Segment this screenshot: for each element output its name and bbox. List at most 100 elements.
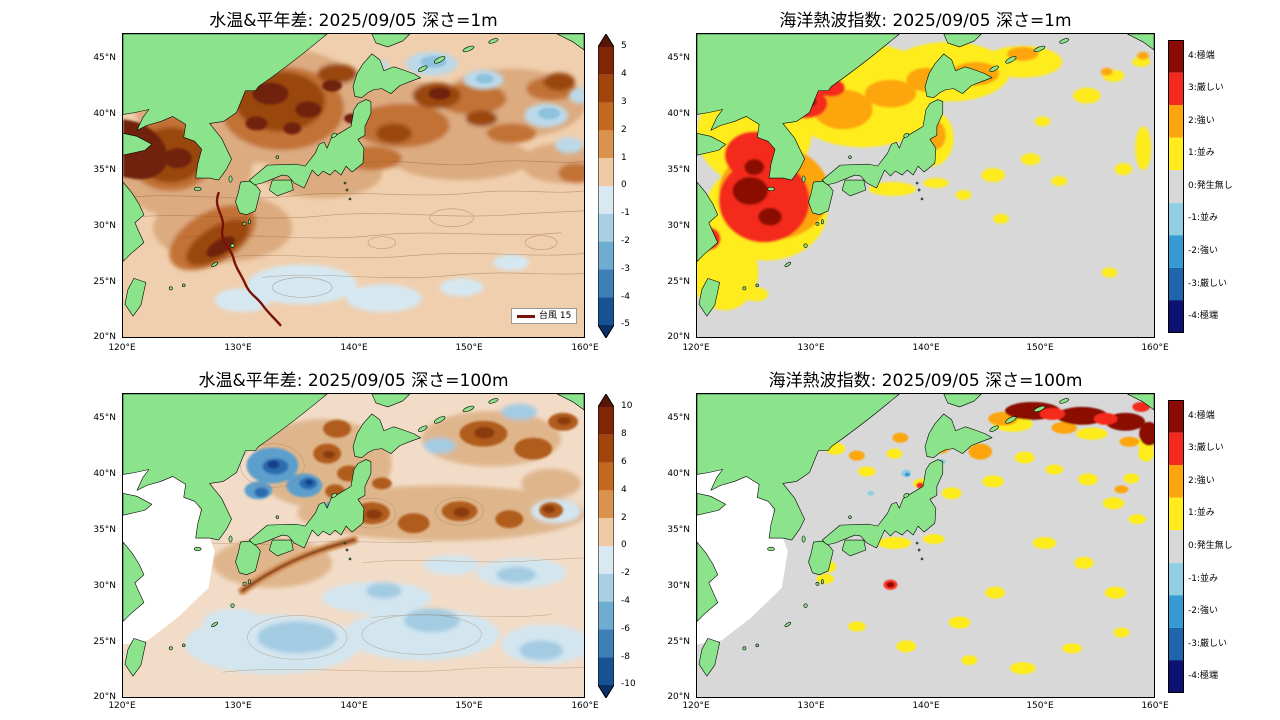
cb-tick: 8 — [621, 429, 627, 439]
lat-tick: 35°N — [667, 525, 690, 535]
lon-tick: 120°E — [108, 343, 136, 353]
colorbar-mhw-100m — [1168, 400, 1184, 693]
cb-tick: -10 — [621, 679, 636, 689]
mhw-100m-svg — [697, 394, 1154, 697]
cb-tick: 0 — [621, 540, 627, 550]
lat-tick: 20°N — [667, 332, 690, 342]
lat-tick: 45°N — [667, 413, 690, 423]
lat-tick: 45°N — [93, 53, 116, 63]
cb-label: -4:極端 — [1188, 311, 1219, 321]
cb-tick: -5 — [621, 319, 630, 329]
mhw-1m-svg — [697, 34, 1154, 337]
typhoon-legend: 台風 15 — [511, 308, 578, 324]
map-sst-anomaly-100m — [122, 393, 585, 698]
cb-label: 0:発生無し — [1188, 181, 1233, 191]
lat-tick: 40°N — [667, 109, 690, 119]
lat-tick: 30°N — [93, 221, 116, 231]
cb-label: 4:極端 — [1188, 411, 1215, 421]
lat-tick: 35°N — [93, 165, 116, 175]
lon-tick: 140°E — [912, 343, 940, 353]
lat-tick: 25°N — [93, 637, 116, 647]
lat-tick: 45°N — [93, 413, 116, 423]
lon-tick: 160°E — [571, 343, 599, 353]
lon-tick: 130°E — [224, 343, 252, 353]
cb-tick: 4 — [621, 485, 627, 495]
panel-title-sst-1m: 水温&平年差: 2025/09/05 深さ=1m — [209, 11, 498, 31]
lat-tick: 30°N — [667, 221, 690, 231]
typhoon-track — [215, 191, 282, 327]
colorbar-mhw-1m — [1168, 40, 1184, 333]
cb-tick: -4 — [621, 292, 630, 302]
lat-tick: 35°N — [667, 165, 690, 175]
cb-tick: 5 — [621, 41, 627, 51]
lat-tick: 25°N — [667, 637, 690, 647]
cb-label: -3:厳しい — [1188, 279, 1228, 289]
map-mhw-1m — [696, 33, 1155, 338]
cb-tick: -3 — [621, 264, 630, 274]
map-mhw-100m — [696, 393, 1155, 698]
cb-tick: -2 — [621, 568, 630, 578]
cb-label: 2:強い — [1188, 476, 1215, 486]
cb-tick: -2 — [621, 236, 630, 246]
cb-label: 3:厳しい — [1188, 443, 1224, 453]
cb-label: -1:並み — [1188, 213, 1219, 223]
lon-tick: 120°E — [682, 701, 710, 711]
lat-tick: 30°N — [93, 581, 116, 591]
cb-label: 3:厳しい — [1188, 83, 1224, 93]
panel-title-mhw-100m: 海洋熱波指数: 2025/09/05 深さ=100m — [768, 371, 1083, 391]
lon-tick: 130°E — [224, 701, 252, 711]
map-sst-anomaly-1m: 台風 15 — [122, 33, 585, 338]
cb-tick: -6 — [621, 624, 630, 634]
lon-tick: 150°E — [1026, 343, 1054, 353]
lon-tick: 140°E — [340, 343, 368, 353]
contour-lines — [123, 160, 584, 298]
cb-tick: 10 — [621, 401, 633, 411]
lon-tick: 150°E — [455, 701, 483, 711]
lon-tick: 130°E — [797, 701, 825, 711]
lon-tick: 140°E — [912, 701, 940, 711]
cb-label: 1:並み — [1188, 508, 1215, 518]
lon-tick: 120°E — [108, 701, 136, 711]
lon-tick: 160°E — [1141, 343, 1169, 353]
panel-title-sst-100m: 水温&平年差: 2025/09/05 深さ=100m — [198, 371, 509, 391]
cb-tick: 2 — [621, 513, 627, 523]
lat-tick: 20°N — [93, 692, 116, 702]
cb-tick: 2 — [621, 125, 627, 135]
cb-tick: -4 — [621, 596, 630, 606]
cb-tick: -8 — [621, 652, 630, 662]
lon-tick: 150°E — [1026, 701, 1054, 711]
lon-tick: 160°E — [1141, 701, 1169, 711]
cb-tick: 1 — [621, 153, 627, 163]
lat-tick: 25°N — [93, 277, 116, 287]
cb-label: 0:発生無し — [1188, 541, 1233, 551]
cb-label: -1:並み — [1188, 574, 1219, 584]
cb-label: -2:強い — [1188, 606, 1219, 616]
typhoon-legend-label: 台風 15 — [539, 311, 572, 321]
lat-tick: 30°N — [667, 581, 690, 591]
cb-tick: -1 — [621, 208, 630, 218]
lon-tick: 150°E — [455, 343, 483, 353]
lat-tick: 25°N — [667, 277, 690, 287]
cb-tick: 3 — [621, 97, 627, 107]
cb-label: 1:並み — [1188, 148, 1215, 158]
typhoon-line-sample — [517, 314, 535, 318]
colorbar-sst-100m — [598, 394, 614, 698]
sst-1m-svg — [123, 34, 584, 337]
lon-tick: 130°E — [797, 343, 825, 353]
lat-tick: 40°N — [93, 469, 116, 479]
cb-tick: 4 — [621, 69, 627, 79]
cb-label: -3:厳しい — [1188, 639, 1228, 649]
lat-tick: 20°N — [93, 332, 116, 342]
cb-tick: 0 — [621, 180, 627, 190]
colorbar-sst-1m — [598, 34, 614, 338]
lon-tick: 120°E — [682, 343, 710, 353]
sst-100m-svg — [123, 394, 584, 697]
cb-label: -2:強い — [1188, 246, 1219, 256]
lat-tick: 40°N — [93, 109, 116, 119]
cb-label: -4:極端 — [1188, 671, 1219, 681]
panel-title-mhw-1m: 海洋熱波指数: 2025/09/05 深さ=1m — [779, 11, 1072, 31]
cb-label: 2:強い — [1188, 116, 1215, 126]
lat-tick: 40°N — [667, 469, 690, 479]
lat-tick: 35°N — [93, 525, 116, 535]
